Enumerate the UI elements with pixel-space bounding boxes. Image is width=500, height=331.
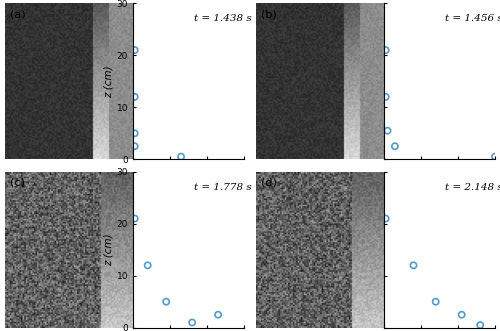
Point [144, 263, 152, 268]
Point [130, 47, 138, 53]
Point [410, 263, 418, 268]
Point [391, 144, 399, 149]
Point [382, 47, 390, 53]
Point [130, 94, 138, 100]
Point [432, 299, 440, 304]
Point [382, 216, 390, 221]
Point [458, 312, 466, 317]
Y-axis label: z (cm): z (cm) [104, 65, 114, 98]
Text: (b): (b) [261, 10, 277, 20]
Text: (a): (a) [10, 10, 26, 20]
Point [188, 320, 196, 325]
Text: t = 1.456 s: t = 1.456 s [445, 14, 500, 23]
Point [130, 216, 138, 221]
Point [382, 94, 390, 100]
Text: (c): (c) [10, 178, 25, 188]
Point [177, 154, 185, 159]
Text: t = 2.148 s: t = 2.148 s [445, 183, 500, 192]
Point [130, 144, 138, 149]
Point [162, 299, 170, 304]
Point [214, 312, 222, 317]
Text: (d): (d) [261, 178, 277, 188]
Y-axis label: z (cm): z (cm) [104, 233, 114, 266]
Text: t = 1.778 s: t = 1.778 s [194, 183, 252, 192]
Point [476, 322, 484, 328]
Text: t = 1.438 s: t = 1.438 s [194, 14, 252, 23]
Point [491, 154, 499, 159]
Point [384, 128, 392, 133]
Point [130, 131, 138, 136]
